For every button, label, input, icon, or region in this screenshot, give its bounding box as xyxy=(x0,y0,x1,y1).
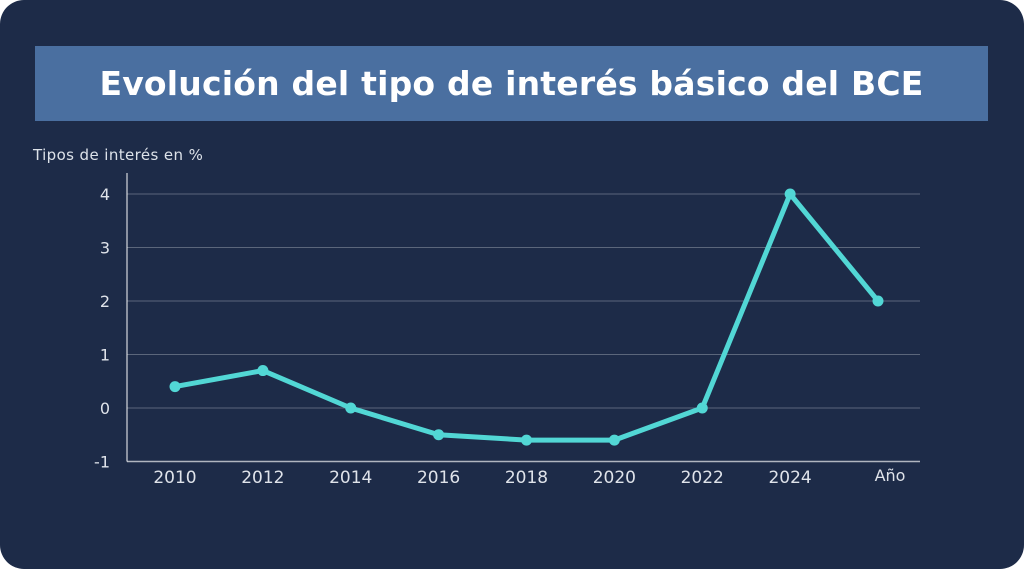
x-tick-label: 2016 xyxy=(417,468,460,488)
data-point xyxy=(433,429,445,441)
y-tick-label: -1 xyxy=(94,453,110,472)
x-tick-label: 2012 xyxy=(241,468,284,488)
data-point xyxy=(257,365,269,377)
y-tick-label: 2 xyxy=(100,292,110,311)
y-axis-label: Tipos de interés en % xyxy=(33,146,204,164)
x-tick-label: 2020 xyxy=(593,468,636,488)
y-tick-label: 0 xyxy=(100,399,110,418)
data-point xyxy=(784,188,796,200)
page-title: Evolución del tipo de interés básico del… xyxy=(99,64,924,103)
data-point xyxy=(608,434,620,446)
data-line xyxy=(172,191,881,443)
data-point xyxy=(345,402,357,414)
x-tick-label: 2018 xyxy=(505,468,548,488)
x-tick-label: 2014 xyxy=(329,468,372,488)
y-tick-label: 3 xyxy=(100,239,110,258)
data-point xyxy=(169,381,181,393)
x-tick-label: 2010 xyxy=(153,468,196,488)
y-tick-label: 4 xyxy=(100,185,110,204)
data-point xyxy=(872,295,884,307)
x-tick-label: 2024 xyxy=(768,468,811,488)
data-point xyxy=(696,402,708,414)
title-banner: Evolución del tipo de interés básico del… xyxy=(35,46,988,121)
x-axis-title: Año xyxy=(875,466,906,485)
y-tick-label: 1 xyxy=(100,346,110,365)
x-tick-label: 2022 xyxy=(681,468,724,488)
data-point xyxy=(521,434,532,446)
